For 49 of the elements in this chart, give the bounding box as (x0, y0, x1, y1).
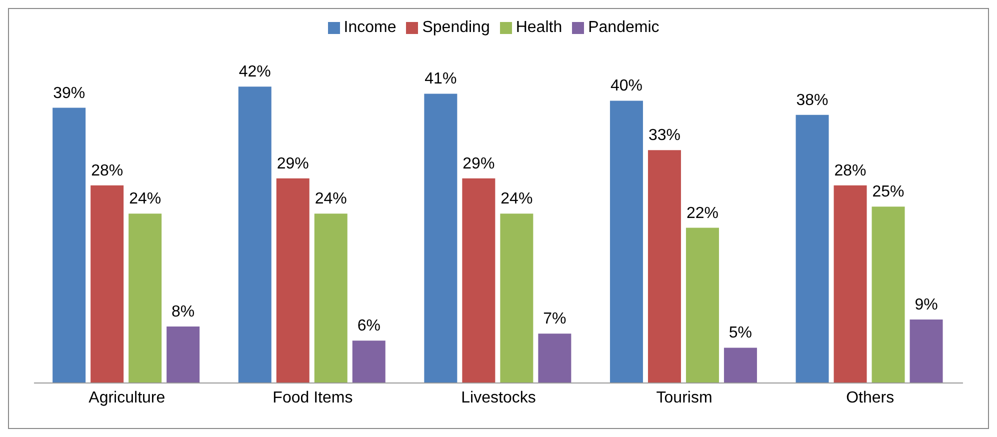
data-label: 29% (462, 155, 495, 172)
data-label: 33% (648, 127, 680, 144)
data-label: 6% (357, 318, 380, 335)
bar (462, 178, 496, 383)
x-tick-label: Others (846, 389, 894, 406)
data-label: 42% (238, 64, 271, 81)
bar (314, 214, 348, 383)
bar (610, 100, 643, 383)
bar (910, 319, 943, 383)
bar (128, 214, 162, 383)
bar (500, 214, 534, 383)
data-label: 8% (172, 304, 195, 321)
data-label: 9% (914, 296, 938, 314)
bar (724, 348, 757, 383)
data-label: 24% (500, 190, 533, 208)
legend-label: Pandemic (588, 19, 660, 36)
data-label: 28% (91, 162, 124, 180)
legend-label: Spending (422, 19, 490, 36)
bar (686, 228, 719, 383)
bar (166, 326, 200, 383)
bar (796, 114, 829, 383)
data-label: 24% (129, 190, 162, 208)
bar (538, 334, 572, 383)
bar (238, 86, 272, 383)
bar (52, 108, 86, 383)
data-label: 41% (424, 70, 457, 88)
x-tick-label: Livestocks (461, 389, 536, 406)
legend-label: Income (344, 19, 396, 36)
x-tick-label: Food Items (272, 389, 353, 406)
bar (352, 340, 386, 383)
data-label: 22% (686, 204, 718, 222)
data-label: 28% (834, 162, 866, 180)
bar (834, 185, 867, 383)
data-label: 29% (276, 155, 309, 172)
x-tick-label: Tourism (656, 389, 712, 406)
data-label: 25% (872, 184, 904, 201)
data-label: 7% (543, 310, 566, 328)
bar (648, 150, 681, 383)
bar (90, 185, 124, 383)
data-label: 40% (610, 78, 642, 95)
bar (872, 206, 905, 383)
bar (424, 94, 458, 383)
x-tick-label: Agriculture (88, 389, 166, 406)
data-label: 24% (314, 190, 347, 208)
legend-label: Health (516, 19, 562, 36)
data-label: 5% (728, 324, 752, 342)
data-label: 39% (53, 84, 86, 102)
data-label: 38% (796, 92, 828, 109)
bar (276, 178, 310, 383)
